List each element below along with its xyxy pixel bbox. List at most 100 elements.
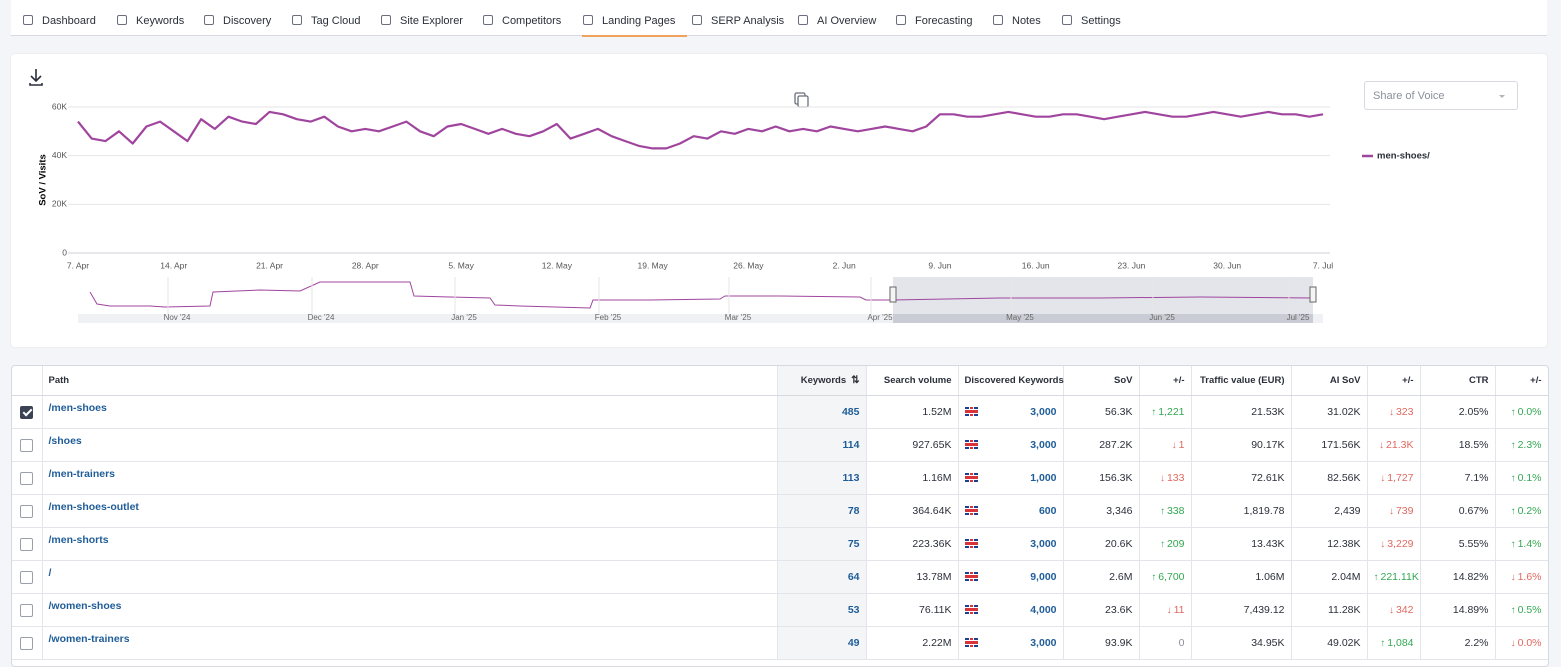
change-value: ↓11 <box>1167 604 1185 616</box>
change-text: 0 <box>1179 637 1185 649</box>
row-checkbox[interactable] <box>20 538 33 551</box>
change-arrow: ↓ <box>1389 407 1394 418</box>
path-link[interactable]: /men-trainers <box>49 468 116 480</box>
column-header[interactable]: Path <box>42 366 777 396</box>
change-value: ↑6,700 <box>1151 571 1184 583</box>
keywords-link[interactable]: 64 <box>848 571 860 583</box>
change-arrow: ↓ <box>1380 539 1385 550</box>
discovered-cell: 1,000 <box>958 462 1063 495</box>
column-header[interactable]: Discovered Keywords <box>958 366 1063 396</box>
discovered-link[interactable]: 3,000 <box>1030 439 1056 451</box>
scrollbar-thumb[interactable] <box>893 314 1313 323</box>
row-checkbox[interactable] <box>20 637 33 650</box>
search-volume-cell: 1.52M <box>866 396 958 429</box>
traffic-value-cell: 72.61K <box>1191 462 1291 495</box>
change-text: 0.0% <box>1518 637 1542 649</box>
sov-cell: 3,346 <box>1063 495 1139 528</box>
path-cell: /men-shoes <box>42 396 777 429</box>
column-header[interactable]: +/- <box>1367 366 1420 396</box>
flag-icon <box>965 605 978 614</box>
path-link[interactable]: /men-shoes-outlet <box>49 501 139 513</box>
keywords-link[interactable]: 485 <box>842 406 860 418</box>
keywords-link[interactable]: 113 <box>843 472 860 484</box>
path-link[interactable]: / <box>49 567 52 579</box>
change-cell: ↓1.6% <box>1495 561 1548 594</box>
column-header[interactable]: Traffic value (EUR) <box>1191 366 1291 396</box>
keywords-link[interactable]: 75 <box>848 538 860 550</box>
discovered-link[interactable]: 600 <box>1039 505 1057 517</box>
path-link[interactable]: /men-shorts <box>49 534 109 546</box>
path-link[interactable]: /women-trainers <box>49 633 130 645</box>
download-icon[interactable] <box>30 69 42 85</box>
traffic-value-cell: 21.53K <box>1191 396 1291 429</box>
search-volume-cell: 927.65K <box>866 429 958 462</box>
row-checkbox[interactable] <box>20 505 33 518</box>
keywords-cell: 485 <box>777 396 866 429</box>
keywords-link[interactable]: 49 <box>848 637 860 649</box>
change-text: 2.3% <box>1518 439 1542 451</box>
row-checkbox[interactable] <box>20 406 33 419</box>
path-link[interactable]: /men-shoes <box>49 402 107 414</box>
keywords-cell: 49 <box>777 627 866 660</box>
path-link[interactable]: /shoes <box>49 435 82 447</box>
column-header[interactable]: Search volume <box>866 366 958 396</box>
path-link[interactable]: /women-shoes <box>49 600 122 612</box>
x-tick-label: 7. Jul <box>1313 260 1333 270</box>
change-value: ↑2.3% <box>1511 439 1542 451</box>
navigator-label: Dec '24 <box>308 313 335 322</box>
ai-sov-cell: 171.56K <box>1291 429 1367 462</box>
discovered-link[interactable]: 3,000 <box>1030 637 1056 649</box>
x-tick-label: 23. Jun <box>1118 260 1146 270</box>
path-cell: /men-shorts <box>42 528 777 561</box>
keywords-link[interactable]: 114 <box>843 439 860 451</box>
change-value: ↓0.0% <box>1511 637 1542 649</box>
row-checkbox[interactable] <box>20 439 33 452</box>
table-row: /6413.78M9,0002.6M↑6,7001.06M2.04M↑221.1… <box>12 561 1548 594</box>
x-tick-label: 7. Apr <box>67 260 89 270</box>
path-cell: /men-trainers <box>42 462 777 495</box>
sov-cell: 2.6M <box>1063 561 1139 594</box>
change-text: 21.3K <box>1386 439 1413 451</box>
change-cell: 0 <box>1139 627 1191 660</box>
change-arrow: ↑ <box>1511 473 1516 484</box>
discovered-link[interactable]: 3,000 <box>1030 406 1056 418</box>
discovered-link[interactable]: 3,000 <box>1030 538 1056 550</box>
change-text: 0.1% <box>1518 472 1542 484</box>
change-arrow: ↓ <box>1389 605 1394 616</box>
column-header[interactable]: Keywords⇅ <box>777 366 866 396</box>
change-text: 1,221 <box>1158 406 1184 418</box>
change-cell: ↓133 <box>1139 462 1191 495</box>
column-header[interactable]: +/- <box>1495 366 1548 396</box>
change-value: ↑0.2% <box>1511 505 1542 517</box>
column-label: Keywords <box>801 375 846 386</box>
discovered-link[interactable]: 4,000 <box>1030 604 1056 616</box>
row-checkbox[interactable] <box>20 604 33 617</box>
column-header[interactable]: SoV <box>1063 366 1139 396</box>
ctr-cell: 7.1% <box>1420 462 1495 495</box>
column-header[interactable]: CTR <box>1420 366 1495 396</box>
discovered-cell: 3,000 <box>958 528 1063 561</box>
copy-icon[interactable] <box>795 93 808 107</box>
change-text: 3,229 <box>1387 538 1413 550</box>
metric-select[interactable]: Share of Voice <box>1364 81 1518 110</box>
change-text: 739 <box>1396 505 1414 517</box>
navigator-handle[interactable] <box>1310 287 1316 302</box>
discovered-link[interactable]: 9,000 <box>1030 571 1056 583</box>
change-arrow: ↓ <box>1511 638 1516 649</box>
sov-cell: 20.6K <box>1063 528 1139 561</box>
column-header[interactable]: AI SoV <box>1291 366 1367 396</box>
table-row: /women-shoes5376.11K4,00023.6K↓117,439.1… <box>12 594 1548 627</box>
row-checkbox[interactable] <box>20 571 33 584</box>
navigator-handle[interactable] <box>890 287 896 302</box>
keywords-link[interactable]: 78 <box>848 505 860 517</box>
change-arrow: ↑ <box>1160 539 1165 550</box>
y-tick-label: 0 <box>62 247 67 257</box>
keywords-link[interactable]: 53 <box>848 604 860 616</box>
column-header[interactable]: +/- <box>1139 366 1191 396</box>
search-volume-cell: 76.11K <box>866 594 958 627</box>
column-label: Search volume <box>884 375 952 386</box>
chart: SoV / Visits Nov '24Dec '24Jan '25Feb '2… <box>0 0 1561 350</box>
flag-icon <box>965 572 978 581</box>
row-checkbox[interactable] <box>20 472 33 485</box>
discovered-link[interactable]: 1,000 <box>1030 472 1056 484</box>
